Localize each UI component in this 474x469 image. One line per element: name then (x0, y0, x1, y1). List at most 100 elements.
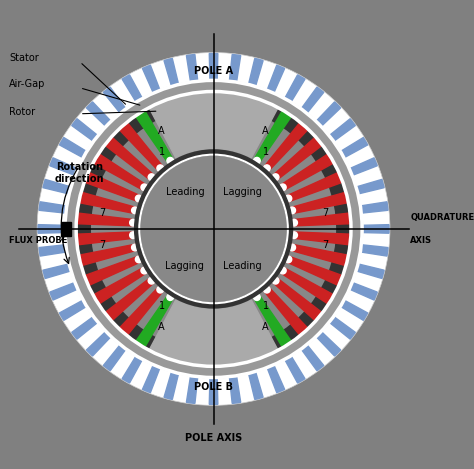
Wedge shape (86, 173, 143, 203)
Text: 1: 1 (263, 301, 269, 310)
Wedge shape (229, 377, 241, 403)
Wedge shape (249, 372, 263, 400)
Text: AXIS: AXIS (410, 236, 432, 245)
Circle shape (289, 244, 295, 251)
Text: Leading: Leading (223, 261, 262, 271)
Wedge shape (330, 119, 356, 141)
Text: 1: 1 (158, 147, 164, 157)
Wedge shape (301, 87, 324, 113)
Text: Rotation
direction: Rotation direction (55, 162, 105, 184)
Wedge shape (38, 225, 64, 233)
Text: 7: 7 (322, 208, 328, 218)
Wedge shape (285, 75, 305, 101)
Text: A: A (158, 126, 165, 136)
Text: A: A (262, 322, 269, 332)
Wedge shape (78, 213, 136, 226)
Bar (61, 221, 72, 236)
Wedge shape (186, 377, 198, 403)
Circle shape (167, 158, 173, 164)
Wedge shape (361, 202, 388, 213)
Circle shape (91, 106, 336, 351)
Text: Lagging: Lagging (223, 187, 262, 197)
Wedge shape (86, 332, 110, 356)
Wedge shape (330, 317, 356, 339)
Wedge shape (279, 266, 332, 303)
Wedge shape (59, 301, 86, 320)
Circle shape (65, 80, 362, 378)
Circle shape (285, 256, 292, 263)
Wedge shape (361, 245, 388, 256)
Wedge shape (86, 256, 143, 285)
Text: 7: 7 (99, 240, 105, 250)
Text: FLUX PROBE: FLUX PROBE (9, 235, 68, 244)
Wedge shape (81, 244, 138, 265)
Wedge shape (106, 138, 155, 182)
Circle shape (167, 294, 173, 301)
Wedge shape (186, 54, 198, 81)
Wedge shape (301, 345, 324, 371)
Wedge shape (39, 202, 66, 213)
Circle shape (157, 286, 164, 293)
Wedge shape (341, 301, 368, 320)
Circle shape (264, 286, 270, 293)
Wedge shape (317, 102, 341, 126)
Text: Air-Gap: Air-Gap (9, 79, 46, 89)
Wedge shape (120, 286, 164, 334)
Wedge shape (103, 87, 126, 113)
Wedge shape (263, 124, 307, 173)
Wedge shape (317, 332, 341, 356)
Circle shape (280, 267, 286, 274)
Wedge shape (78, 232, 136, 245)
Wedge shape (86, 102, 110, 126)
Circle shape (289, 207, 295, 214)
Wedge shape (291, 213, 349, 226)
Wedge shape (43, 179, 70, 194)
Circle shape (148, 277, 155, 284)
Text: 7: 7 (99, 208, 105, 218)
Text: Lagging: Lagging (165, 261, 204, 271)
Wedge shape (149, 91, 278, 158)
Wedge shape (357, 179, 384, 194)
Wedge shape (284, 173, 341, 203)
Wedge shape (59, 137, 86, 158)
Circle shape (157, 165, 164, 172)
Text: 1: 1 (263, 147, 269, 157)
Wedge shape (284, 256, 341, 285)
Text: A: A (262, 126, 269, 136)
Text: Leading: Leading (165, 187, 204, 197)
Text: POLE A: POLE A (194, 66, 233, 76)
Text: POLE B: POLE B (194, 382, 233, 392)
Wedge shape (137, 293, 174, 346)
Circle shape (254, 158, 260, 164)
Circle shape (130, 232, 137, 239)
Wedge shape (50, 158, 77, 175)
Wedge shape (95, 155, 148, 191)
Circle shape (264, 165, 270, 172)
Wedge shape (65, 80, 362, 378)
Wedge shape (143, 65, 160, 92)
Circle shape (136, 195, 142, 202)
Wedge shape (72, 119, 97, 141)
Text: Stator: Stator (9, 53, 39, 63)
Circle shape (141, 184, 148, 191)
Wedge shape (289, 244, 346, 265)
Circle shape (291, 219, 298, 226)
Wedge shape (272, 277, 321, 320)
Wedge shape (76, 91, 351, 366)
Wedge shape (285, 356, 305, 383)
Wedge shape (209, 378, 218, 404)
Text: QUADRATURE: QUADRATURE (410, 212, 474, 221)
Wedge shape (279, 155, 332, 191)
Wedge shape (272, 138, 321, 182)
Wedge shape (135, 150, 292, 308)
Text: Rotor: Rotor (9, 107, 36, 117)
Circle shape (254, 294, 260, 301)
Text: POLE AXIS: POLE AXIS (185, 433, 242, 443)
Circle shape (130, 219, 137, 226)
Wedge shape (72, 317, 97, 339)
Wedge shape (263, 286, 307, 334)
Wedge shape (149, 300, 278, 366)
Circle shape (132, 207, 138, 214)
Wedge shape (120, 124, 164, 173)
Circle shape (65, 80, 362, 378)
